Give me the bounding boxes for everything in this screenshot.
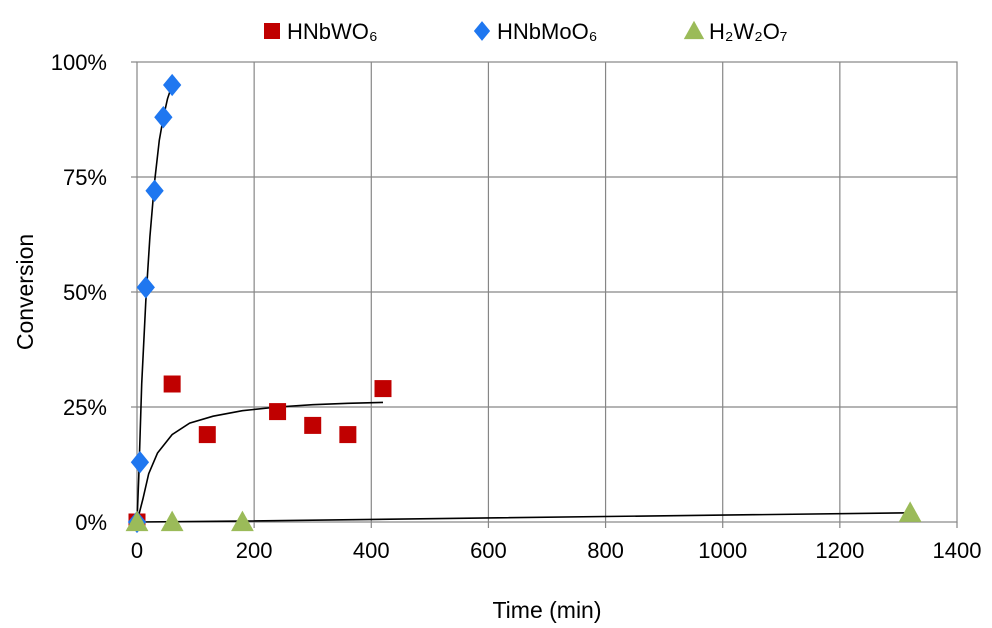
x-tick-label: 1200 xyxy=(815,538,864,563)
x-axis-ticks: 0 200 400 600 800 1000 1200 1400 xyxy=(131,522,982,563)
trend-line xyxy=(136,84,173,523)
x-tick-label: 800 xyxy=(587,538,624,563)
legend: HNbWO₆ HNbMoO₆ H₂W₂O₇ xyxy=(264,19,787,44)
data-point xyxy=(125,510,149,532)
y-tick-label: 25% xyxy=(63,395,107,420)
data-markers xyxy=(125,73,922,534)
data-point xyxy=(160,510,184,532)
legend-label: H₂W₂O₇ xyxy=(709,19,787,44)
y-tick-label: 0% xyxy=(75,510,107,535)
y-tick-label: 75% xyxy=(63,165,107,190)
legend-label: HNbWO₆ xyxy=(287,19,378,44)
y-tick-label: 50% xyxy=(63,280,107,305)
legend-marker xyxy=(683,20,705,40)
x-tick-label: 400 xyxy=(353,538,390,563)
data-point xyxy=(231,510,254,532)
data-point xyxy=(269,403,287,421)
x-tick-label: 1000 xyxy=(698,538,747,563)
x-tick-label: 200 xyxy=(236,538,273,563)
data-point xyxy=(339,426,357,444)
x-tick-label: 0 xyxy=(131,538,143,563)
data-point xyxy=(374,380,392,398)
legend-marker xyxy=(264,23,280,39)
y-axis-title: Conversion xyxy=(12,234,38,350)
y-tick-label: 100% xyxy=(51,50,107,75)
x-tick-label: 600 xyxy=(470,538,507,563)
trend-line xyxy=(136,401,384,523)
trend-line xyxy=(136,512,911,523)
data-point xyxy=(198,426,216,444)
gridlines xyxy=(137,62,957,522)
legend-marker xyxy=(473,21,491,41)
data-point xyxy=(145,179,164,202)
x-axis-title: Time (min) xyxy=(492,597,601,623)
trend-lines xyxy=(136,84,911,523)
data-point xyxy=(163,375,181,393)
data-point xyxy=(136,276,155,299)
legend-label: HNbMoO₆ xyxy=(497,19,598,44)
data-point xyxy=(898,501,922,522)
y-axis-ticks: 0% 25% 50% 75% 100% xyxy=(51,50,137,535)
data-point xyxy=(162,73,182,97)
data-point xyxy=(154,106,173,129)
data-point xyxy=(304,416,322,434)
data-point xyxy=(130,451,150,474)
x-tick-label: 1400 xyxy=(933,538,982,563)
